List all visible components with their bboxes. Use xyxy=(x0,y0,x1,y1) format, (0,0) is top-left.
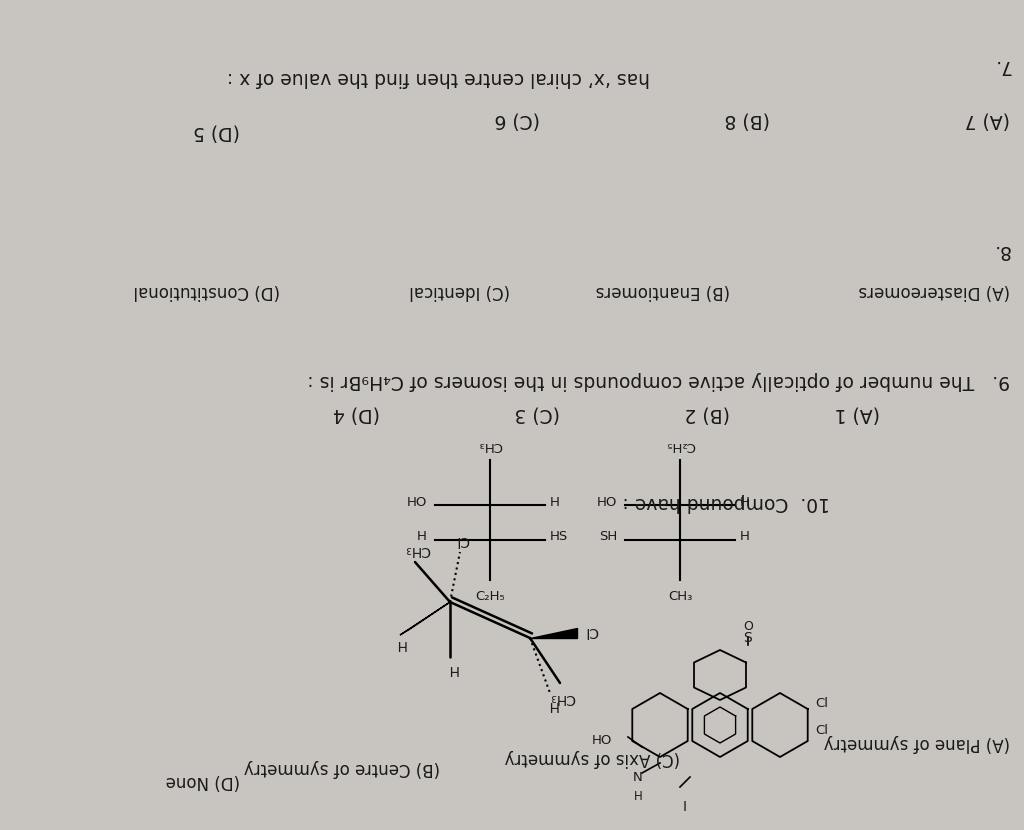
Text: (D) 4: (D) 4 xyxy=(333,405,380,424)
Text: O: O xyxy=(743,620,753,633)
Text: CH₃: CH₃ xyxy=(668,590,692,603)
Text: (B) Enantiomers: (B) Enantiomers xyxy=(596,282,730,300)
Text: HO: HO xyxy=(592,734,612,746)
Text: I: I xyxy=(683,800,687,814)
Text: (A) 1: (A) 1 xyxy=(835,405,880,424)
Text: (A) Diastereomers: (A) Diastereomers xyxy=(858,282,1010,300)
Text: H: H xyxy=(634,790,642,803)
Text: (C) 3: (C) 3 xyxy=(514,405,560,424)
Text: H: H xyxy=(446,662,457,676)
Text: H: H xyxy=(395,637,406,651)
Text: (B) 2: (B) 2 xyxy=(684,405,730,424)
Text: H: H xyxy=(417,530,427,544)
Text: (B) Centre of symmetry: (B) Centre of symmetry xyxy=(244,759,440,777)
Polygon shape xyxy=(400,602,450,635)
Text: (D) 5: (D) 5 xyxy=(193,123,240,142)
Text: (C) Identical: (C) Identical xyxy=(410,282,510,300)
Text: (B) 8: (B) 8 xyxy=(725,111,770,130)
Text: H: H xyxy=(550,496,560,509)
Text: Cl: Cl xyxy=(456,533,469,547)
Text: (C) 6: (C) 6 xyxy=(495,111,540,130)
Text: (D) None: (D) None xyxy=(166,772,240,790)
Text: 7.: 7. xyxy=(992,56,1010,75)
Text: 9.   The number of optically active compounds in the isomers of C₄H₉Br is :: 9. The number of optically active compou… xyxy=(307,371,1010,390)
Text: CH₃: CH₃ xyxy=(404,543,430,557)
Text: H: H xyxy=(740,530,750,544)
Text: H: H xyxy=(547,698,557,712)
Text: HS: HS xyxy=(550,530,568,544)
Text: (D) Constitutional: (D) Constitutional xyxy=(133,282,280,300)
Text: C₂H₅: C₂H₅ xyxy=(475,590,505,603)
Text: H: H xyxy=(740,496,750,509)
Text: S: S xyxy=(743,631,753,645)
Text: CH₃: CH₃ xyxy=(478,439,502,452)
Text: HO: HO xyxy=(407,496,427,509)
Text: Cl: Cl xyxy=(585,624,599,638)
Text: 8.: 8. xyxy=(992,241,1010,260)
Text: 10.  Compound have :: 10. Compound have : xyxy=(623,493,830,512)
Text: (A) 7: (A) 7 xyxy=(965,111,1010,130)
Polygon shape xyxy=(530,628,577,638)
Text: SH: SH xyxy=(599,530,617,544)
Text: has ‘x’ chiral centre then find the value of x :: has ‘x’ chiral centre then find the valu… xyxy=(227,68,650,87)
Text: (A) Plane of symmetry: (A) Plane of symmetry xyxy=(823,734,1010,752)
Text: C₂H₅: C₂H₅ xyxy=(666,439,695,452)
Text: HO: HO xyxy=(597,496,617,509)
Text: Cl: Cl xyxy=(815,696,828,710)
Text: N: N xyxy=(633,770,643,784)
Text: (C) Axis of symmetry: (C) Axis of symmetry xyxy=(505,749,680,767)
Text: Cl: Cl xyxy=(815,724,828,736)
Text: CH₃: CH₃ xyxy=(549,691,574,705)
